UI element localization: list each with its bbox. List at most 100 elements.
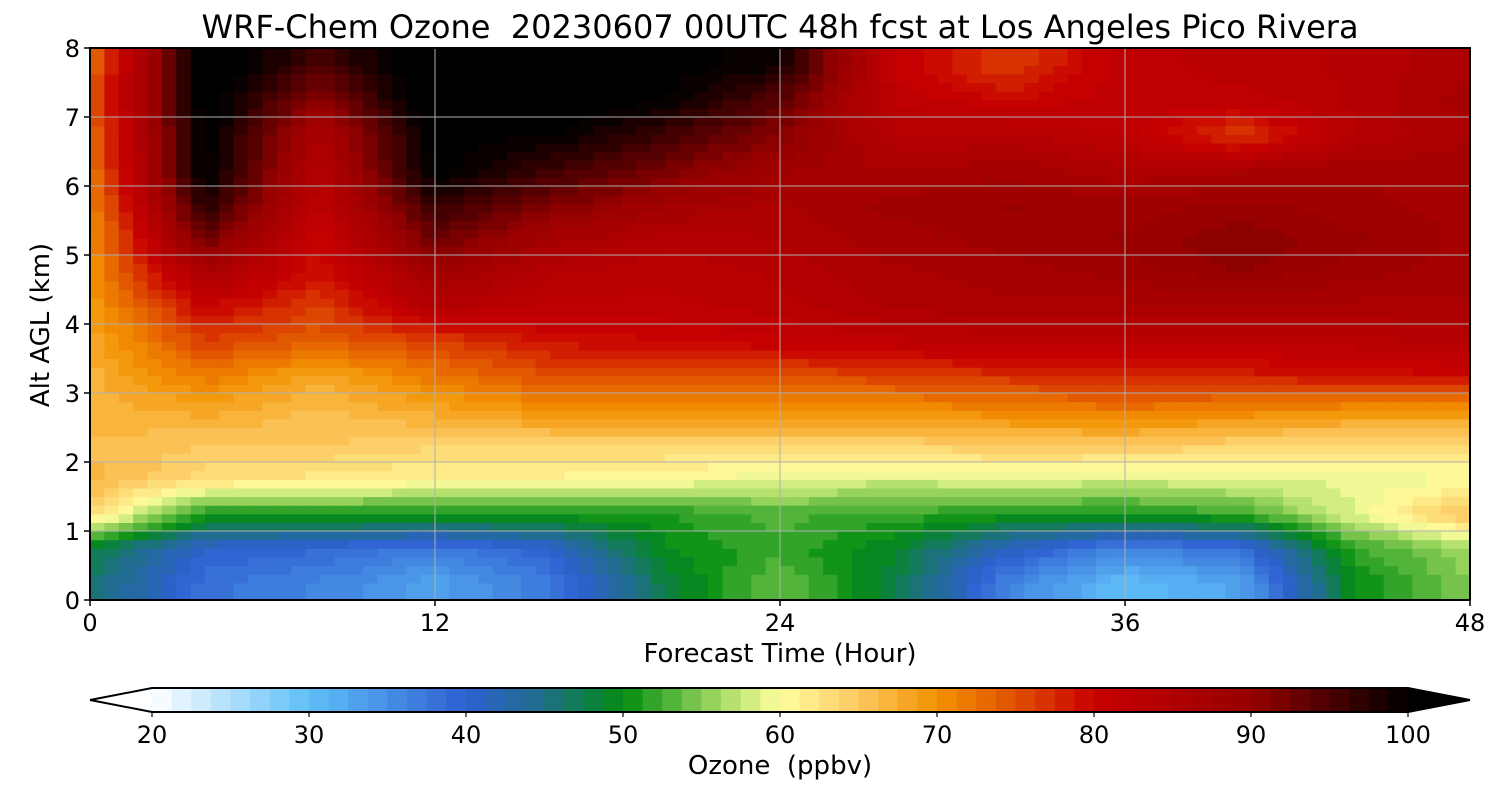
heatmap-cell	[133, 349, 149, 360]
heatmap-cell	[233, 358, 249, 368]
heatmap-cell	[492, 177, 508, 187]
heatmap-cell	[751, 582, 767, 592]
heatmap-cell	[1139, 453, 1155, 463]
heatmap-cell	[621, 65, 637, 75]
heatmap-cell	[506, 470, 522, 480]
heatmap-cell	[693, 324, 709, 334]
heatmap-cell	[923, 315, 939, 325]
heatmap-cell	[90, 186, 105, 196]
heatmap-cell	[866, 108, 882, 118]
heatmap-cell	[506, 151, 522, 161]
heatmap-cell	[564, 548, 580, 558]
heatmap-cell	[751, 186, 767, 196]
heatmap-cell	[1125, 203, 1140, 213]
heatmap-cell	[118, 539, 134, 549]
heatmap-cell	[780, 211, 795, 222]
heatmap-cell	[276, 574, 292, 584]
heatmap-cell	[219, 117, 235, 127]
heatmap-cell	[1010, 393, 1025, 403]
heatmap-cell	[564, 367, 580, 377]
heatmap-cell	[90, 315, 105, 325]
heatmap-cell	[492, 522, 508, 532]
heatmap-cell	[205, 367, 220, 377]
heatmap-cell	[794, 470, 810, 480]
heatmap-cell	[176, 151, 192, 161]
heatmap-cell	[219, 539, 235, 549]
heatmap-cell	[722, 73, 738, 84]
heatmap-cell	[621, 168, 637, 178]
heatmap-cell	[607, 186, 623, 196]
heatmap-cell	[708, 91, 724, 101]
heatmap-cell	[1096, 401, 1112, 411]
heatmap-cell	[780, 358, 795, 368]
heatmap-cell	[607, 246, 623, 256]
heatmap-cell	[104, 151, 120, 161]
heatmap-cell	[521, 177, 537, 187]
heatmap-cell	[650, 487, 666, 498]
heatmap-cell	[90, 513, 105, 523]
heatmap-cell	[693, 444, 709, 454]
heatmap-cell	[895, 73, 910, 84]
heatmap-cell	[248, 462, 264, 472]
heatmap-cell	[492, 186, 508, 196]
heatmap-cell	[190, 246, 206, 256]
heatmap-cell	[909, 229, 925, 239]
heatmap-cell	[1139, 496, 1155, 506]
heatmap-cell	[650, 531, 666, 541]
heatmap-cell	[176, 591, 192, 600]
heatmap-cell	[363, 436, 379, 446]
heatmap-cell	[190, 211, 206, 222]
heatmap-cell	[291, 384, 307, 394]
heatmap-cell	[1196, 194, 1212, 204]
heatmap-cell	[190, 505, 206, 515]
heatmap-cell	[118, 427, 134, 437]
heatmap-cell	[291, 117, 307, 127]
heatmap-cell	[621, 384, 637, 394]
heatmap-cell	[765, 125, 781, 135]
heatmap-cell	[391, 65, 407, 75]
heatmap-cell	[420, 65, 436, 75]
heatmap-cell	[1081, 582, 1097, 592]
heatmap-cell	[780, 332, 795, 342]
heatmap-cell	[679, 229, 695, 239]
heatmap-cell	[363, 125, 379, 135]
heatmap-cell	[693, 186, 709, 196]
heatmap-cell	[1024, 48, 1040, 58]
heatmap-cell	[880, 65, 896, 75]
heatmap-cell	[377, 56, 393, 66]
heatmap-cell	[190, 332, 206, 342]
heatmap-cell	[233, 142, 249, 153]
heatmap-cell	[650, 186, 666, 196]
heatmap-cell	[492, 436, 508, 446]
heatmap-cell	[147, 418, 163, 429]
heatmap-cell	[334, 229, 350, 239]
heatmap-cell	[1096, 487, 1112, 498]
heatmap-cell	[981, 401, 997, 411]
heatmap-cell	[621, 444, 637, 454]
heatmap-cell	[535, 315, 551, 325]
heatmap-cell	[334, 280, 350, 291]
heatmap-cell	[665, 82, 680, 92]
heatmap-cell	[90, 427, 105, 437]
heatmap-cell	[1053, 237, 1069, 247]
heatmap-cell	[1053, 211, 1069, 222]
heatmap-cell	[305, 48, 321, 58]
heatmap-cell	[880, 203, 896, 213]
heatmap-cell	[334, 548, 350, 558]
heatmap-cell	[722, 341, 738, 351]
heatmap-cell	[449, 56, 465, 66]
heatmap-cell	[837, 565, 853, 575]
heatmap-cell	[837, 539, 853, 549]
heatmap-cell	[981, 160, 997, 170]
heatmap-cell	[866, 384, 882, 394]
heatmap-cell	[334, 522, 350, 532]
heatmap-cell	[765, 522, 781, 532]
heatmap-cell	[665, 375, 680, 385]
heatmap-cell	[118, 82, 134, 92]
heatmap-cell	[334, 48, 350, 58]
heatmap-cell	[233, 91, 249, 101]
heatmap-cell	[880, 142, 896, 153]
heatmap-cell	[909, 237, 925, 247]
heatmap-cell	[1053, 280, 1069, 291]
heatmap-cell	[248, 418, 264, 429]
